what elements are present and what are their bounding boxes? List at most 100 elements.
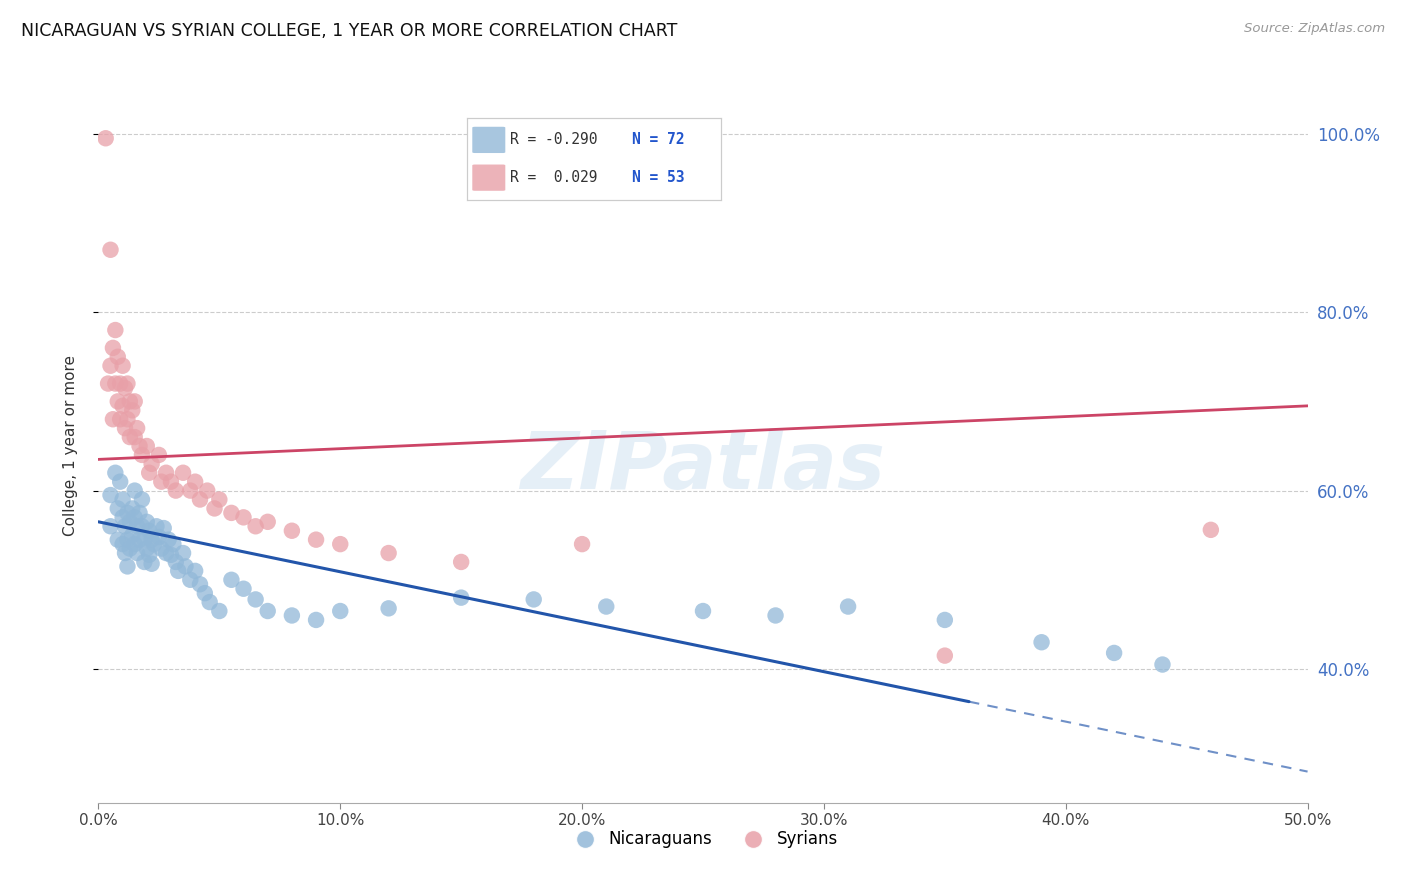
Point xyxy=(221,573,243,587)
Point xyxy=(114,421,136,435)
Point xyxy=(198,595,221,609)
Point xyxy=(118,430,141,444)
Point xyxy=(145,519,167,533)
Point xyxy=(305,533,328,547)
Point xyxy=(188,577,211,591)
Point xyxy=(1102,646,1125,660)
Point xyxy=(134,555,156,569)
Point xyxy=(256,604,278,618)
Point xyxy=(135,541,157,556)
Point xyxy=(121,528,143,542)
Point xyxy=(160,548,183,562)
Point xyxy=(134,533,156,547)
Point xyxy=(160,475,183,489)
Point xyxy=(100,519,122,533)
Point xyxy=(107,350,129,364)
Point xyxy=(232,582,254,596)
Point xyxy=(179,573,201,587)
Point xyxy=(111,492,134,507)
Point xyxy=(131,492,153,507)
Point xyxy=(100,488,122,502)
Point xyxy=(111,537,134,551)
Point xyxy=(128,439,150,453)
Point xyxy=(179,483,201,498)
Point xyxy=(281,608,304,623)
Point xyxy=(108,412,131,426)
Point xyxy=(155,466,177,480)
Point xyxy=(184,475,207,489)
Point xyxy=(114,519,136,533)
Point xyxy=(117,506,139,520)
Point xyxy=(111,510,134,524)
Point xyxy=(117,412,139,426)
Point xyxy=(127,546,149,560)
Point xyxy=(232,510,254,524)
Point xyxy=(118,541,141,556)
Point xyxy=(104,466,127,480)
Point xyxy=(692,604,714,618)
Point xyxy=(305,613,328,627)
Point xyxy=(138,466,160,480)
Point xyxy=(111,399,134,413)
Point xyxy=(1199,523,1222,537)
Point xyxy=(141,533,163,547)
Point xyxy=(124,394,146,409)
Point xyxy=(107,533,129,547)
Y-axis label: College, 1 year or more: College, 1 year or more xyxy=(63,356,77,536)
Point xyxy=(101,341,124,355)
Legend: Nicaraguans, Syrians: Nicaraguans, Syrians xyxy=(561,824,845,855)
Point xyxy=(172,466,194,480)
Point xyxy=(329,537,352,551)
Point xyxy=(1152,657,1174,672)
Point xyxy=(195,483,218,498)
Point xyxy=(281,524,304,538)
Point xyxy=(194,586,217,600)
Point xyxy=(162,537,184,551)
Point xyxy=(150,541,173,556)
Point xyxy=(104,323,127,337)
Point xyxy=(131,448,153,462)
Point xyxy=(127,421,149,435)
Point xyxy=(128,533,150,547)
Point xyxy=(135,439,157,453)
Point xyxy=(107,394,129,409)
Point xyxy=(172,546,194,560)
Point xyxy=(450,555,472,569)
Point xyxy=(114,546,136,560)
Point xyxy=(765,608,787,623)
Point xyxy=(245,592,267,607)
Point xyxy=(837,599,859,614)
Point xyxy=(138,524,160,538)
Point xyxy=(111,359,134,373)
Point xyxy=(256,515,278,529)
Point xyxy=(141,457,163,471)
Point xyxy=(377,546,399,560)
Point xyxy=(124,537,146,551)
Point xyxy=(157,533,180,547)
Point xyxy=(934,613,956,627)
Point xyxy=(165,483,187,498)
Point xyxy=(107,501,129,516)
Point xyxy=(148,530,170,544)
Text: ZIPatlas: ZIPatlas xyxy=(520,428,886,507)
Point xyxy=(100,359,122,373)
Point xyxy=(108,475,131,489)
Point xyxy=(131,519,153,533)
Point xyxy=(117,533,139,547)
Point xyxy=(184,564,207,578)
Point xyxy=(94,131,117,145)
Point xyxy=(117,376,139,391)
Point xyxy=(155,546,177,560)
Point xyxy=(138,548,160,562)
Point xyxy=(329,604,352,618)
Point xyxy=(118,515,141,529)
Point xyxy=(108,376,131,391)
Point xyxy=(174,559,197,574)
Point xyxy=(208,604,231,618)
Point xyxy=(167,564,190,578)
Point xyxy=(100,243,122,257)
Point xyxy=(148,448,170,462)
Point xyxy=(124,510,146,524)
Point xyxy=(571,537,593,551)
Point xyxy=(595,599,617,614)
